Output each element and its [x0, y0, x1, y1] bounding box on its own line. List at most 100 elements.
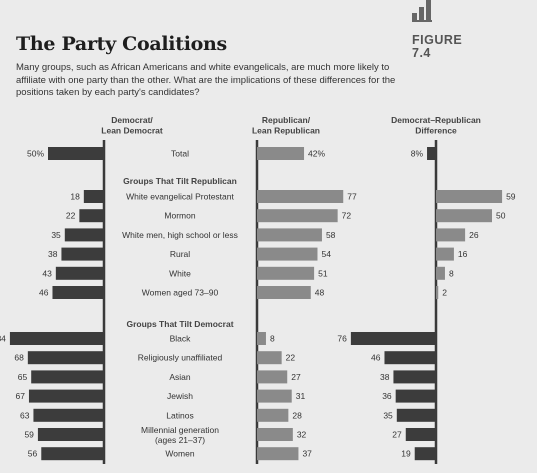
- figure-label-number: 7.4: [412, 46, 431, 60]
- chart-title: The Party Coalitions: [16, 33, 227, 55]
- group-label: Total: [171, 149, 189, 159]
- group-label: Women: [165, 449, 194, 459]
- figure-bars-icon: [412, 0, 432, 22]
- dem-value-label: 63: [20, 410, 30, 420]
- rep-bar: [257, 190, 344, 203]
- rep-value-label: 48: [315, 288, 325, 298]
- rep-value-label: 27: [291, 372, 301, 382]
- diff-bar: [393, 370, 436, 384]
- rep-bar: [257, 428, 293, 441]
- column-header: Difference: [415, 126, 457, 136]
- group-label: White evangelical Protestant: [126, 192, 234, 202]
- group-label: White: [169, 268, 191, 278]
- rep-value-label: 58: [326, 230, 336, 240]
- dem-bar: [79, 209, 104, 223]
- rep-bar: [257, 286, 311, 299]
- group-heading: Groups That Tilt Republican: [123, 176, 237, 186]
- group-label: White men, high school or less: [122, 230, 238, 240]
- dem-value-label: 35: [51, 230, 61, 240]
- diff-value-label: 16: [458, 249, 468, 259]
- group-label: Asian: [169, 372, 191, 382]
- diff-bar: [436, 190, 503, 203]
- group-label: Black: [170, 334, 192, 344]
- diff-value-label: 8%: [411, 149, 424, 159]
- column-header: Republican/: [262, 115, 311, 125]
- rep-value-label: 22: [286, 353, 296, 363]
- chart-subtitle: Many groups, such as African Americans a…: [16, 62, 396, 98]
- rep-value-label: 37: [302, 449, 312, 459]
- figure-label: FIGURE 7.4: [412, 34, 462, 60]
- dem-value-label: 43: [42, 268, 52, 278]
- rep-value-label: 72: [342, 211, 352, 221]
- dem-bar: [48, 147, 104, 160]
- dem-bar: [9, 332, 105, 345]
- rep-bar: [257, 247, 318, 261]
- diff-bar: [427, 147, 436, 160]
- diff-value-label: 59: [506, 192, 516, 202]
- group-label: Latinos: [166, 410, 193, 420]
- rep-bar: [257, 147, 305, 160]
- column-header: Democrat/: [111, 115, 153, 125]
- group-label: Mormon: [164, 211, 195, 221]
- dem-value-label: 56: [28, 449, 38, 459]
- dem-value-label: 68: [14, 353, 24, 363]
- rep-value-label: 42%: [308, 149, 325, 159]
- rep-value-label: 31: [296, 391, 306, 401]
- dem-value-label: 18: [70, 192, 80, 202]
- diff-value-label: 46: [371, 353, 381, 363]
- group-label: Jewish: [167, 391, 193, 401]
- diff-bar: [436, 266, 445, 280]
- diff-bar: [405, 428, 436, 441]
- rep-bar: [257, 408, 289, 422]
- diff-value-label: 50: [496, 211, 506, 221]
- rep-bar: [257, 389, 292, 403]
- group-label: (ages 21–37): [155, 435, 205, 445]
- dem-value-label: 50%: [27, 149, 44, 159]
- column-header: Lean Republican: [252, 126, 320, 136]
- rep-bar: [257, 209, 338, 223]
- diff-value-label: 38: [380, 372, 390, 382]
- diff-value-label: 76: [337, 334, 347, 344]
- rep-bar: [257, 370, 288, 384]
- diff-value-label: 36: [382, 391, 392, 401]
- dem-bar: [41, 447, 104, 461]
- rep-bar: [257, 332, 266, 345]
- diff-value-label: 8: [449, 268, 454, 278]
- column-header: Lean Democrat: [101, 126, 163, 136]
- rep-value-label: 32: [297, 430, 307, 440]
- group-label: Millennial generation: [141, 425, 219, 435]
- diff-bar: [395, 389, 436, 403]
- dem-bar: [52, 286, 104, 299]
- group-label: Rural: [170, 249, 190, 259]
- group-label: Women aged 73–90: [142, 288, 219, 298]
- diff-bar: [414, 447, 436, 461]
- dem-bar: [83, 190, 104, 203]
- dem-bar: [61, 247, 104, 261]
- diff-bar: [436, 247, 454, 261]
- rep-value-label: 8: [270, 334, 275, 344]
- diff-value-label: 26: [469, 230, 479, 240]
- diff-bar: [384, 351, 436, 365]
- rep-bar: [257, 351, 282, 365]
- dem-value-label: 65: [18, 372, 28, 382]
- dem-bar: [27, 351, 105, 365]
- diff-value-label: 2: [442, 288, 447, 298]
- diff-bar: [350, 332, 436, 345]
- dem-bar: [28, 389, 104, 403]
- dem-value-label: 38: [48, 249, 58, 259]
- dem-bar: [31, 370, 105, 384]
- figure-label-word: FIGURE: [412, 33, 463, 47]
- diff-bar: [436, 286, 439, 299]
- dem-bar: [33, 408, 104, 422]
- column-header: Democrat–Republican: [391, 115, 481, 125]
- diff-bar: [436, 209, 492, 223]
- diff-value-label: 19: [401, 449, 411, 459]
- rep-bar: [257, 447, 299, 461]
- diff-value-label: 27: [392, 430, 402, 440]
- dem-bar: [64, 228, 104, 242]
- diff-value-label: 35: [383, 410, 393, 420]
- dem-value-label: 84: [0, 334, 6, 344]
- dem-value-label: 46: [39, 288, 49, 298]
- rep-bar: [257, 228, 322, 242]
